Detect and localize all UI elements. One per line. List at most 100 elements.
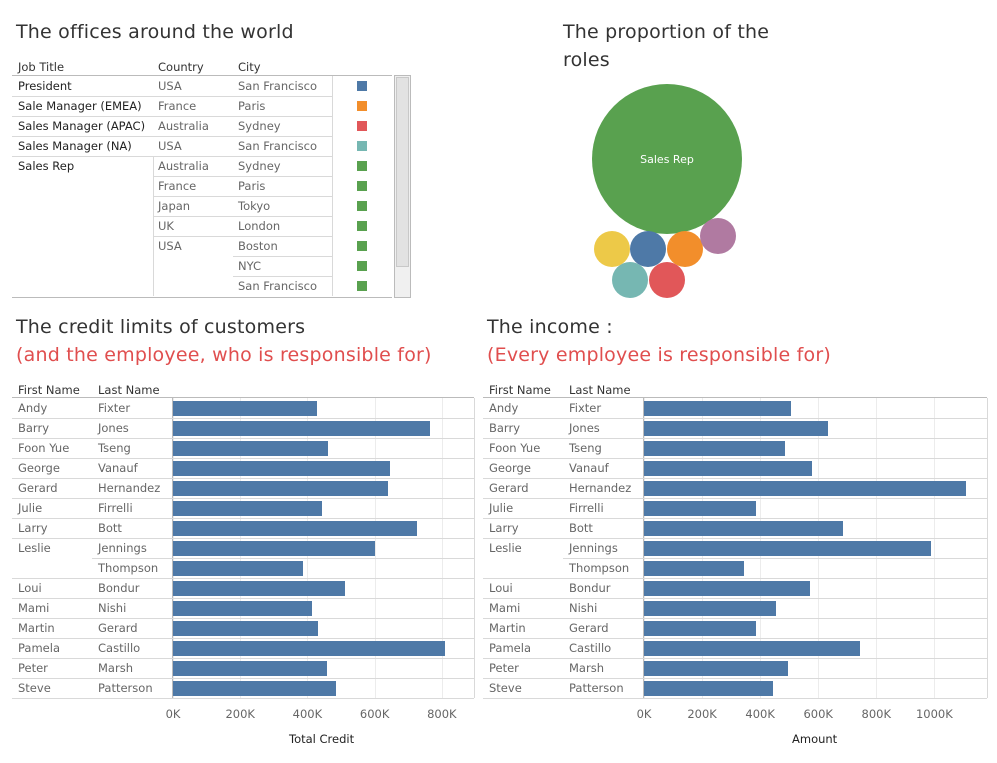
office-city: NYC (238, 259, 262, 273)
bubble-sales-manager-apac[interactable] (649, 262, 685, 298)
office-city: Paris (238, 179, 266, 193)
table-row-divider (12, 438, 474, 439)
bar[interactable] (644, 561, 745, 576)
bar[interactable] (173, 621, 318, 636)
office-column-divider (332, 76, 333, 296)
row-first-name: Barry (18, 421, 49, 435)
bar[interactable] (644, 601, 777, 616)
income-header-last-name: Last Name (569, 383, 631, 397)
offices-header-divider (12, 75, 392, 76)
bar[interactable] (173, 441, 329, 456)
bar[interactable] (644, 501, 756, 516)
roles-title-line2: roles (563, 49, 610, 71)
bubble-sales-manager-emea[interactable] (667, 231, 703, 267)
offices-title: The offices around the world (16, 21, 294, 43)
bubble-sales-rep[interactable] (592, 84, 742, 234)
x-tick-label: 200K (687, 707, 717, 721)
table-row-divider (12, 618, 474, 619)
office-job-title: Sale Manager (EMEA) (18, 99, 142, 113)
bar[interactable] (644, 581, 810, 596)
office-color-swatch (357, 141, 367, 151)
office-row-divider (12, 156, 332, 157)
bubble-president[interactable] (630, 231, 666, 267)
offices-scrollbar-thumb[interactable] (396, 77, 409, 267)
x-tick-label: 200K (225, 707, 255, 721)
bar[interactable] (173, 561, 304, 576)
table-row-divider (12, 698, 474, 699)
bar[interactable] (173, 681, 336, 696)
row-last-name: Nishi (98, 601, 127, 615)
row-last-name: Marsh (98, 661, 133, 675)
bar[interactable] (644, 641, 861, 656)
bar[interactable] (644, 401, 791, 416)
bar[interactable] (644, 621, 756, 636)
table-row-divider (12, 498, 474, 499)
x-tick-label: 800K (861, 707, 892, 721)
bar[interactable] (173, 401, 317, 416)
credit-header-last-name: Last Name (98, 383, 160, 397)
office-color-swatch (357, 81, 367, 91)
bubble-purple[interactable] (700, 218, 736, 254)
bar[interactable] (173, 541, 375, 556)
header-job-title: Job Title (18, 60, 65, 74)
roles-bubble-chart: Sales Rep (592, 84, 742, 298)
gridline (934, 398, 936, 698)
bar[interactable] (644, 541, 932, 556)
bar[interactable] (173, 641, 446, 656)
row-first-name: Larry (18, 521, 48, 535)
office-city: San Francisco (238, 279, 318, 293)
row-first-name: Martin (489, 621, 526, 635)
row-last-name: Bott (569, 521, 593, 535)
bar[interactable] (173, 601, 313, 616)
row-last-name: Jones (569, 421, 600, 435)
row-last-name: Gerard (569, 621, 609, 635)
office-city: Boston (238, 239, 278, 253)
office-row-divider (233, 276, 332, 277)
offices-bottom-divider (12, 297, 392, 298)
table-row-divider (12, 638, 474, 639)
bar[interactable] (644, 661, 788, 676)
office-row-divider (153, 176, 332, 177)
offices-scrollbar[interactable] (394, 75, 411, 298)
bar[interactable] (173, 481, 389, 496)
bubble-yellow[interactable] (594, 231, 630, 267)
row-last-name: Bott (98, 521, 122, 535)
row-last-name: Firrelli (98, 501, 133, 515)
office-row-divider (153, 196, 332, 197)
bar[interactable] (173, 581, 346, 596)
bar[interactable] (173, 421, 431, 436)
office-country: USA (158, 239, 182, 253)
table-row-divider (483, 458, 987, 459)
row-first-name: Julie (489, 501, 514, 515)
table-row-divider (483, 598, 987, 599)
row-first-name: Loui (18, 581, 42, 595)
office-city: Paris (238, 99, 266, 113)
office-color-swatch (357, 261, 367, 271)
row-last-name: Jones (98, 421, 129, 435)
bar[interactable] (644, 521, 843, 536)
bar[interactable] (173, 521, 417, 536)
bar[interactable] (173, 501, 322, 516)
chart-axis-line (172, 398, 173, 698)
office-country: Japan (158, 199, 191, 213)
office-row-divider (12, 96, 332, 97)
x-tick-label: 0K (165, 707, 181, 721)
row-last-name: Patterson (569, 681, 624, 695)
office-country: Australia (158, 119, 209, 133)
bubble-sales-manager-na[interactable] (612, 262, 648, 298)
office-city: Sydney (238, 119, 281, 133)
bar[interactable] (173, 461, 390, 476)
office-city: San Francisco (238, 79, 318, 93)
office-city: San Francisco (238, 139, 318, 153)
bar[interactable] (644, 681, 774, 696)
income-header-first-name: First Name (489, 383, 551, 397)
bar[interactable] (173, 661, 327, 676)
bar[interactable] (644, 441, 785, 456)
row-last-name: Jennings (569, 541, 618, 555)
office-row-divider (233, 256, 332, 257)
bar[interactable] (644, 481, 967, 496)
table-row-divider (483, 518, 987, 519)
bar[interactable] (644, 421, 829, 436)
bar[interactable] (644, 461, 813, 476)
row-last-name: Bondur (569, 581, 611, 595)
